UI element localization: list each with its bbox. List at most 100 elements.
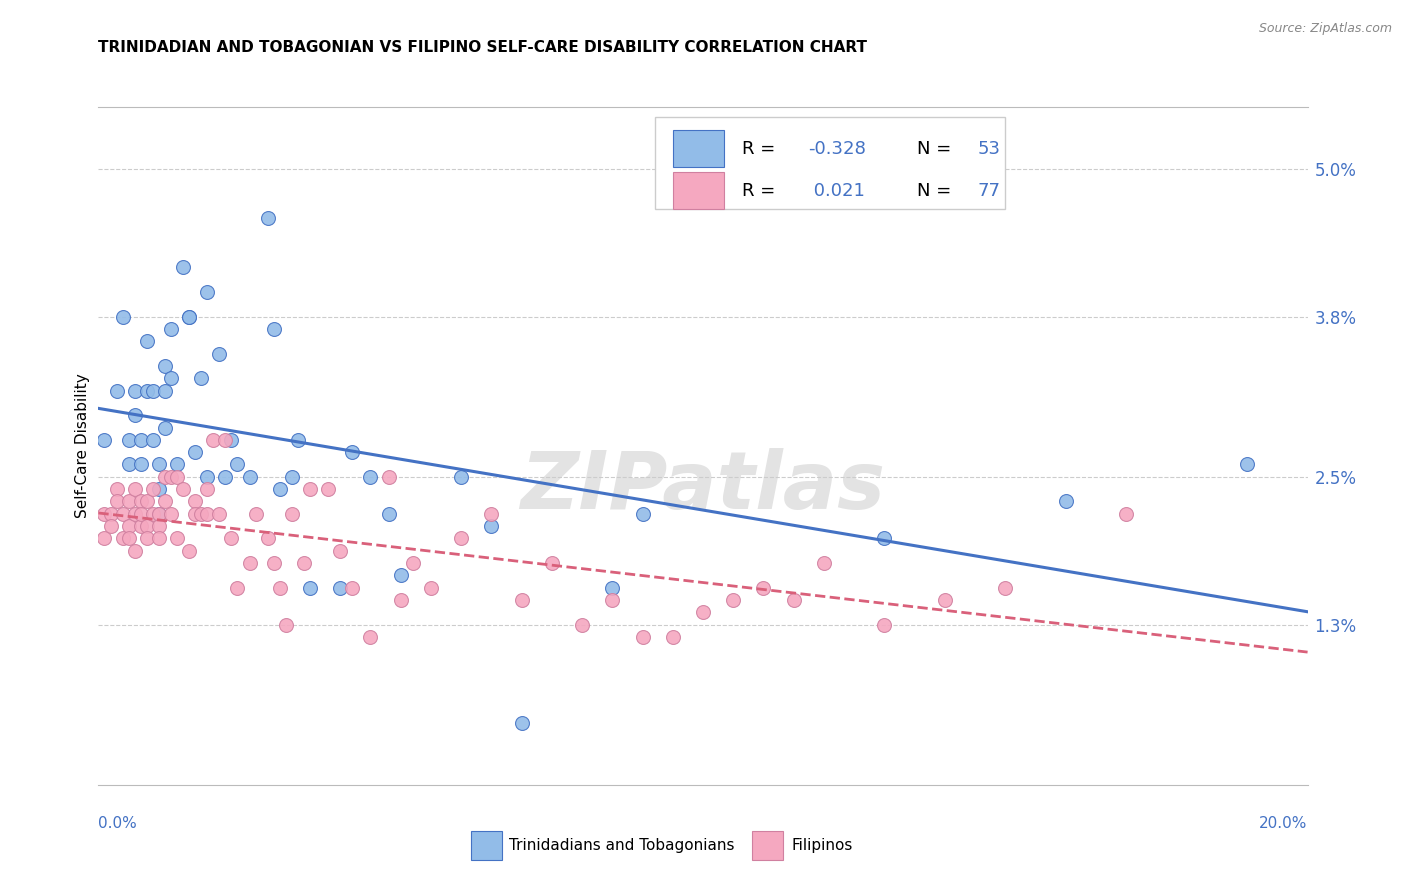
Point [118, 494, 141, 508]
Point [342, 581, 364, 595]
Point [723, 593, 745, 607]
Point [256, 532, 278, 546]
Point [783, 593, 806, 607]
Point [239, 470, 262, 484]
Point [329, 581, 352, 595]
Point [166, 458, 188, 472]
Point [221, 433, 243, 447]
Point [510, 716, 533, 731]
Point [142, 384, 165, 398]
Point [129, 494, 152, 508]
Point [135, 532, 157, 546]
Point [329, 543, 352, 558]
Point [190, 507, 212, 521]
Point [100, 507, 122, 521]
Point [105, 384, 128, 398]
Point [873, 617, 896, 632]
Point [135, 494, 157, 508]
Point [160, 371, 183, 385]
Point [752, 581, 775, 595]
Point [160, 470, 183, 484]
Point [135, 334, 157, 349]
Point [124, 408, 146, 422]
Text: 0.0%: 0.0% [98, 816, 138, 831]
Point [184, 445, 207, 459]
Y-axis label: Self-Care Disability: Self-Care Disability [75, 374, 90, 518]
Point [226, 458, 249, 472]
Point [269, 581, 291, 595]
Point [172, 482, 194, 496]
Point [269, 482, 291, 496]
Point [135, 384, 157, 398]
Text: 53: 53 [977, 140, 1001, 158]
Point [1236, 458, 1258, 472]
Text: Trinidadians and Tobagonians: Trinidadians and Tobagonians [509, 838, 734, 853]
Point [160, 507, 183, 521]
Point [93, 507, 115, 521]
Point [124, 482, 146, 496]
Text: Filipinos: Filipinos [792, 838, 853, 853]
Point [195, 507, 218, 521]
Point [129, 433, 152, 447]
Point [111, 310, 134, 324]
Point [148, 507, 170, 521]
Point [662, 630, 685, 644]
FancyBboxPatch shape [673, 129, 724, 167]
Point [184, 507, 207, 521]
Text: ZIPatlas: ZIPatlas [520, 448, 886, 525]
Point [299, 482, 322, 496]
Point [160, 322, 183, 336]
Point [281, 507, 304, 521]
Point [602, 581, 624, 595]
Point [105, 494, 128, 508]
Point [148, 519, 170, 533]
Point [226, 581, 249, 595]
Point [166, 470, 188, 484]
Text: R =: R = [742, 182, 780, 200]
Point [153, 420, 176, 434]
Text: Source: ZipAtlas.com: Source: ZipAtlas.com [1258, 22, 1392, 36]
Text: R =: R = [742, 140, 780, 158]
Point [179, 310, 201, 324]
Point [263, 556, 285, 570]
Point [263, 322, 285, 336]
Point [153, 384, 176, 398]
Text: 77: 77 [977, 182, 1001, 200]
Point [631, 630, 654, 644]
Point [450, 532, 472, 546]
Point [148, 532, 170, 546]
Point [481, 519, 503, 533]
Point [377, 507, 399, 521]
Point [142, 507, 165, 521]
Point [148, 507, 170, 521]
Point [195, 470, 218, 484]
Point [292, 556, 315, 570]
Point [195, 482, 218, 496]
Point [360, 630, 382, 644]
Point [360, 470, 382, 484]
Point [402, 556, 425, 570]
Point [274, 617, 297, 632]
Point [142, 433, 165, 447]
Point [873, 532, 896, 546]
Point [179, 543, 201, 558]
Point [111, 507, 134, 521]
Point [148, 482, 170, 496]
Point [510, 593, 533, 607]
Point [153, 494, 176, 508]
Point [153, 359, 176, 373]
Point [256, 211, 278, 225]
Point [166, 532, 188, 546]
Point [124, 543, 146, 558]
Point [299, 581, 322, 595]
Point [202, 433, 225, 447]
Point [129, 519, 152, 533]
Point [105, 482, 128, 496]
Point [994, 581, 1017, 595]
FancyBboxPatch shape [655, 117, 1005, 209]
Point [214, 470, 236, 484]
Point [287, 433, 309, 447]
Point [377, 470, 399, 484]
Point [239, 556, 262, 570]
Point [450, 470, 472, 484]
